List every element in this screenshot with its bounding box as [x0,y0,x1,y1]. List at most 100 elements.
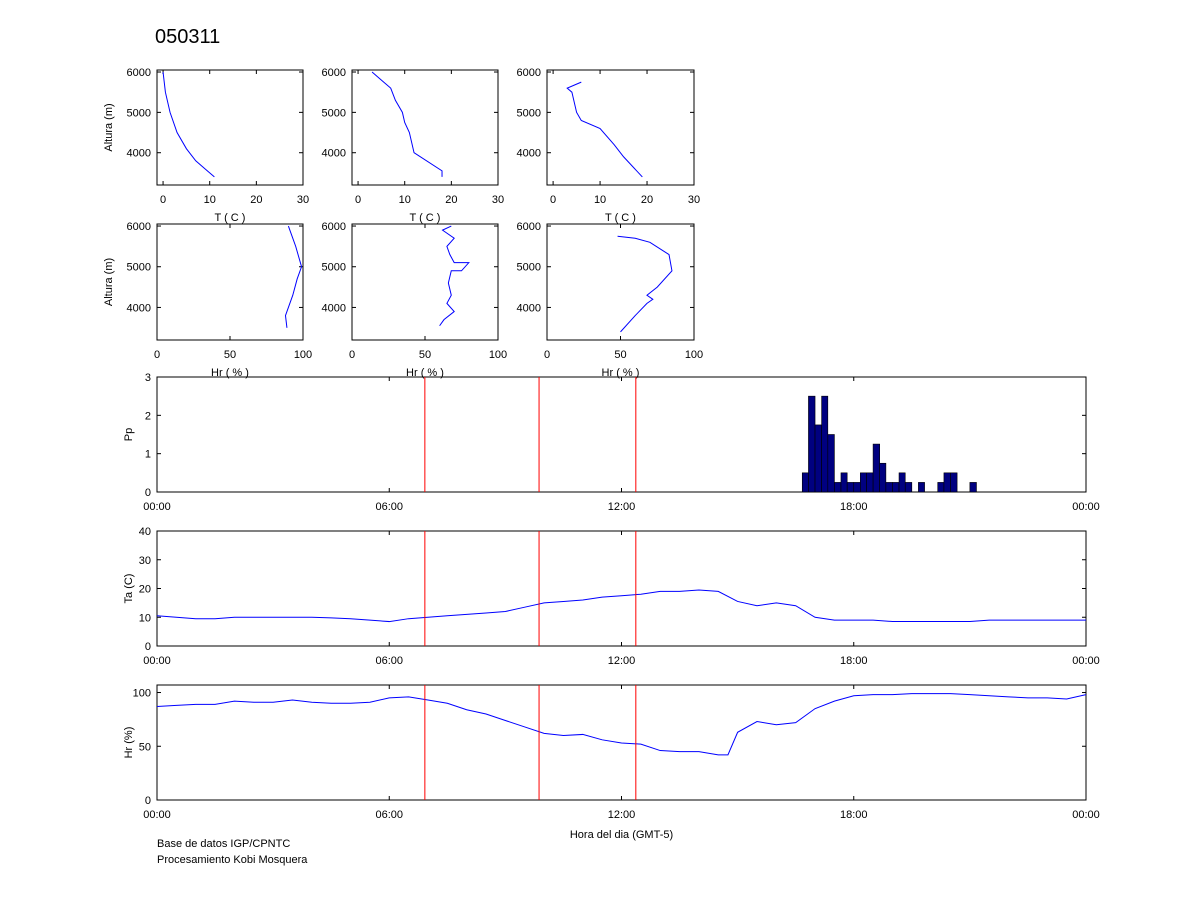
x-tick-label: 100 [489,349,507,361]
x-axis-label: Hr ( % ) [211,367,249,379]
x-tick-label: 100 [685,349,703,361]
y-tick-label: 20 [139,584,151,596]
bar [840,472,848,493]
x-tick-label: 00:00 [1072,655,1100,667]
y-tick-label: 1 [145,449,151,461]
x-tick-label: 10 [594,194,606,206]
bar [801,472,809,493]
bar [872,443,880,493]
bar [821,395,829,493]
y-tick-label: 4000 [517,148,541,160]
bar [898,472,906,493]
y-tick-label: 5000 [127,262,151,274]
y-tick-label: 40 [139,526,151,538]
y-axis-label: Pp [123,428,135,441]
bar [814,424,822,493]
x-tick-label: 12:00 [608,809,636,821]
bar [918,482,925,493]
bar [969,482,977,493]
y-tick-label: 4000 [322,302,346,314]
footer-line: Base de datos IGP/CPNTC [157,838,290,850]
y-tick-label: 5000 [322,262,346,274]
y-tick-label: 50 [139,741,151,753]
x-tick-label: 0 [154,349,160,361]
bar [879,462,887,493]
x-tick-label: 12:00 [608,655,636,667]
y-tick-label: 6000 [127,221,151,233]
y-tick-label: 6000 [127,67,151,79]
data-line [617,235,673,333]
x-tick-label: 12:00 [608,501,636,513]
bar [860,472,867,493]
y-axis-label: Altura (m) [103,103,115,151]
y-tick-label: 0 [145,641,151,653]
x-axis-label: Hora del dia (GMT-5) [570,829,673,841]
x-axis-label: Hr ( % ) [602,367,640,379]
y-axis-label: Hr (%) [123,727,135,759]
x-tick-label: 50 [419,349,431,361]
figure-title: 050311 [155,26,220,48]
x-axis-label: T ( C ) [605,212,636,224]
x-tick-label: 50 [224,349,236,361]
x-tick-label: 06:00 [375,655,403,667]
y-tick-label: 4000 [517,302,541,314]
y-tick-label: 100 [133,688,151,700]
bar [827,434,835,493]
x-axis-label: T ( C ) [215,212,246,224]
y-tick-label: 3 [145,372,151,384]
y-tick-label: 10 [139,612,151,624]
data-line [162,71,215,178]
data-line [156,589,1086,623]
y-tick-label: 6000 [322,221,346,233]
x-tick-label: 10 [204,194,216,206]
x-tick-label: 00:00 [143,501,171,513]
data-line [371,71,443,177]
x-tick-label: 20 [641,194,653,206]
x-tick-label: 20 [445,194,457,206]
data-line [156,693,1087,756]
bar [808,395,816,493]
y-tick-label: 30 [139,555,151,567]
y-tick-label: 5000 [517,262,541,274]
y-axis-label: Ta (C) [123,574,135,604]
x-tick-label: 0 [355,194,361,206]
bar [892,482,900,493]
bar [943,472,951,493]
x-tick-label: 18:00 [840,501,868,513]
x-tick-label: 00:00 [143,655,171,667]
x-tick-label: 00:00 [1072,501,1100,513]
x-axis-label: Hr ( % ) [406,367,444,379]
y-tick-label: 0 [145,487,151,499]
y-tick-label: 5000 [517,107,541,119]
data-line [439,225,470,327]
x-tick-label: 18:00 [840,809,868,821]
y-tick-label: 6000 [322,67,346,79]
x-tick-label: 00:00 [143,809,171,821]
x-tick-label: 30 [688,194,700,206]
x-tick-label: 0 [544,349,550,361]
x-tick-label: 10 [399,194,411,206]
bar [834,482,842,493]
x-tick-label: 0 [160,194,166,206]
bar [904,482,913,493]
bar [853,482,861,493]
x-tick-label: 18:00 [840,655,868,667]
x-tick-label: 00:00 [1072,809,1100,821]
bar [950,472,958,493]
x-tick-label: 06:00 [375,501,403,513]
x-tick-label: 50 [614,349,626,361]
x-tick-label: 30 [492,194,504,206]
y-tick-label: 5000 [322,107,346,119]
plot-frame [156,69,304,186]
data-line [284,225,303,328]
y-axis-label: Altura (m) [103,258,115,306]
y-tick-label: 5000 [127,107,151,119]
x-tick-label: 30 [297,194,309,206]
x-tick-label: 0 [349,349,355,361]
x-tick-label: 06:00 [375,809,403,821]
bar [846,482,855,493]
x-tick-label: 100 [294,349,312,361]
bar [885,482,893,493]
